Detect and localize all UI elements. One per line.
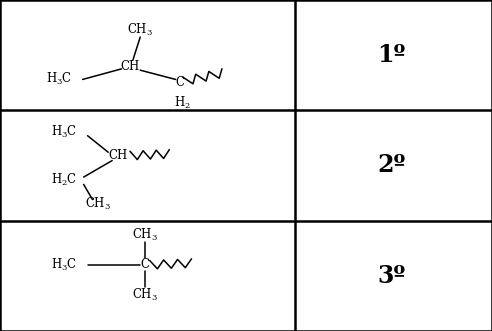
Text: CH: CH: [121, 60, 140, 73]
Text: C: C: [141, 258, 150, 271]
Text: H$_{2}$C: H$_{2}$C: [51, 172, 77, 188]
Text: 1º: 1º: [377, 43, 405, 67]
Text: CH$_{3}$: CH$_{3}$: [132, 287, 158, 303]
Text: H$_{3}$C: H$_{3}$C: [51, 124, 77, 140]
Text: H$_{3}$C: H$_{3}$C: [51, 257, 77, 273]
Text: 2º: 2º: [377, 154, 405, 177]
Text: H$_{3}$C: H$_{3}$C: [46, 71, 72, 87]
Text: CH$_{3}$: CH$_{3}$: [85, 196, 112, 212]
Text: CH: CH: [108, 149, 128, 162]
Text: 3º: 3º: [377, 264, 405, 288]
Text: CH$_{3}$: CH$_{3}$: [127, 22, 154, 38]
Text: H$_{2}$: H$_{2}$: [174, 95, 190, 111]
Text: C: C: [175, 76, 184, 89]
Text: CH$_{3}$: CH$_{3}$: [132, 227, 158, 243]
